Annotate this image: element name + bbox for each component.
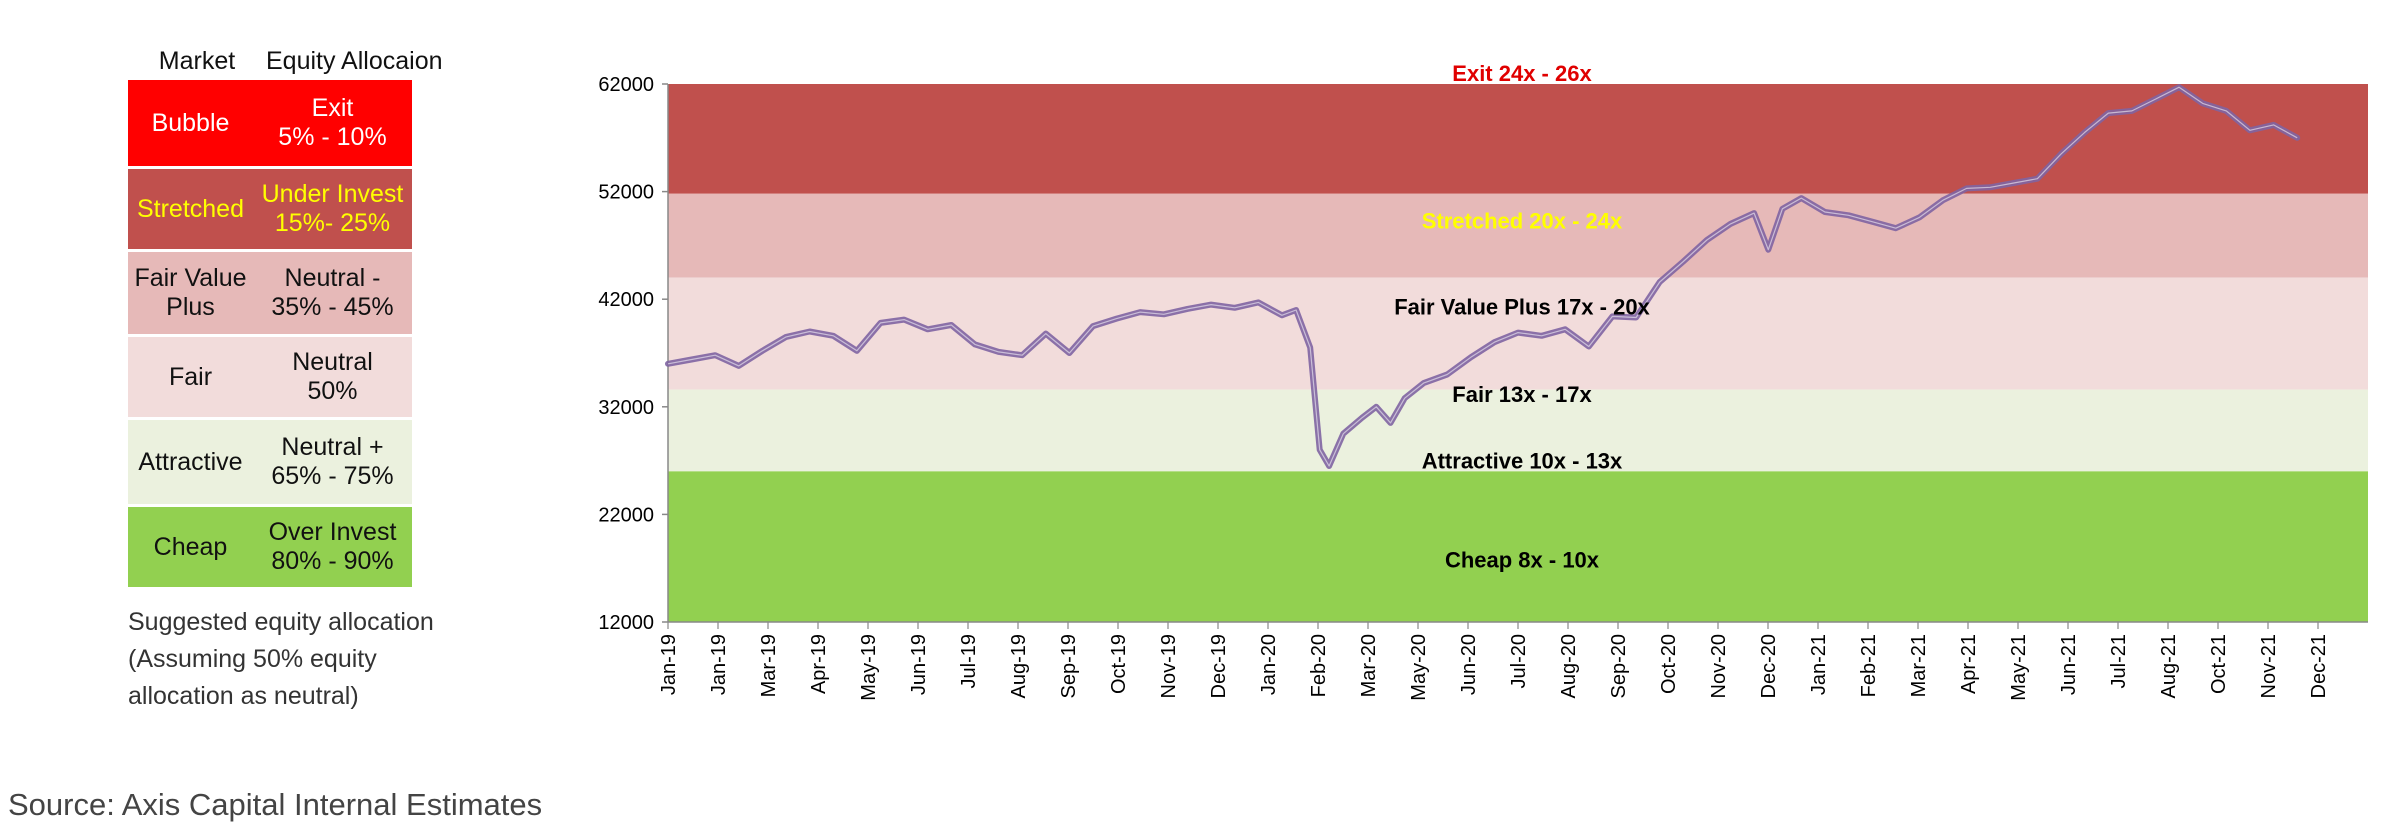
allocation-label: Neutral 50% bbox=[253, 337, 412, 417]
x-tick-label: Aug-21 bbox=[2158, 634, 2180, 699]
x-tick-label: Jan-20 bbox=[1258, 634, 1280, 695]
market-label: Attractive bbox=[128, 420, 253, 504]
note-line: (Assuming 50% equity bbox=[128, 645, 377, 673]
x-tick-label: Jul-19 bbox=[958, 634, 980, 688]
band-label: Stretched 20x - 24x bbox=[1422, 209, 1623, 234]
table-row-cheap: Cheap Over Invest 80% - 90% bbox=[128, 507, 412, 587]
x-tick-label: Sep-20 bbox=[1608, 634, 1630, 699]
x-tick-label: Apr-21 bbox=[1958, 634, 1980, 694]
x-tick-label: Aug-20 bbox=[1558, 634, 1580, 699]
x-tick-label: Jul-21 bbox=[2108, 634, 2130, 688]
note-line: Suggested equity allocation bbox=[128, 608, 434, 636]
market-label: Stretched bbox=[128, 169, 253, 249]
x-tick-label: Dec-20 bbox=[1758, 634, 1780, 698]
band-label: Attractive 10x - 13x bbox=[1422, 449, 1623, 474]
allocation-label: Neutral + 65% - 75% bbox=[253, 420, 412, 504]
x-tick-label: May-20 bbox=[1408, 634, 1430, 701]
x-tick-label: Mar-21 bbox=[1908, 634, 1930, 697]
table-row-attractive: Attractive Neutral + 65% - 75% bbox=[128, 420, 412, 504]
x-tick-label: Jun-21 bbox=[2058, 634, 2080, 695]
market-label: Cheap bbox=[128, 507, 253, 587]
x-tick-label: Mar-20 bbox=[1358, 634, 1380, 697]
source-note: Source: Axis Capital Internal Estimates bbox=[8, 787, 543, 822]
y-tick-label: 32000 bbox=[598, 397, 654, 419]
x-tick-label: May-19 bbox=[858, 634, 880, 701]
x-tick-label: Mar-19 bbox=[758, 634, 780, 697]
band-label: Cheap 8x - 10x bbox=[1445, 548, 1600, 573]
market-label: Fair Value Plus bbox=[128, 252, 253, 334]
market-label: Fair bbox=[128, 337, 253, 417]
x-tick-label: Aug-19 bbox=[1008, 634, 1030, 699]
x-tick-label: Apr-19 bbox=[808, 634, 830, 694]
band-label: Fair Value Plus 17x - 20x bbox=[1394, 295, 1650, 320]
equity-allocation-table: Market Equity Allocaion Bubble Exit 5% -… bbox=[128, 36, 443, 587]
x-tick-label: Oct-21 bbox=[2208, 634, 2230, 694]
band-rect bbox=[668, 471, 2368, 622]
x-tick-label: Jan-21 bbox=[1808, 634, 1830, 695]
y-tick-label: 62000 bbox=[598, 74, 654, 96]
x-tick-label: Nov-21 bbox=[2258, 634, 2280, 698]
x-tick-label: Oct-19 bbox=[1108, 634, 1130, 694]
table-row-fair: Fair Neutral 50% bbox=[128, 337, 412, 417]
table-row-stretched: Stretched Under Invest 15%- 25% bbox=[128, 169, 412, 249]
x-tick-label: Jun-20 bbox=[1458, 634, 1480, 695]
note-line: allocation as neutral) bbox=[128, 682, 359, 710]
x-tick-label: Dec-21 bbox=[2308, 634, 2330, 698]
allocation-label: Under Invest 15%- 25% bbox=[253, 169, 412, 249]
market-label: Bubble bbox=[128, 80, 253, 166]
x-tick-label: Oct-20 bbox=[1658, 634, 1680, 694]
band-label: Fair 13x - 17x bbox=[1452, 382, 1592, 407]
table-row-fair-value-plus: Fair Value Plus Neutral - 35% - 45% bbox=[128, 252, 412, 334]
allocation-note: Suggested equity allocation (Assuming 50… bbox=[128, 604, 458, 715]
x-tick-label: Jul-20 bbox=[1508, 634, 1530, 688]
y-tick-label: 12000 bbox=[598, 612, 654, 634]
market-header: Market bbox=[158, 47, 236, 75]
band-rect bbox=[668, 193, 2368, 278]
band-rect bbox=[668, 84, 2368, 194]
series-line-highlight bbox=[667, 86, 2298, 467]
x-tick-label: Dec-19 bbox=[1208, 634, 1230, 698]
x-tick-label: Nov-20 bbox=[1708, 634, 1730, 698]
table-row-bubble: Bubble Exit 5% - 10% bbox=[128, 80, 412, 166]
x-tick-label: Feb-20 bbox=[1308, 634, 1330, 697]
x-tick-label: Jan-19 bbox=[658, 634, 680, 695]
allocation-label: Neutral - 35% - 45% bbox=[253, 252, 412, 334]
y-tick-label: 22000 bbox=[598, 504, 654, 526]
x-tick-label: Nov-19 bbox=[1158, 634, 1180, 698]
allocation-label: Over Invest 80% - 90% bbox=[253, 507, 412, 587]
band-label: Exit 24x - 26x bbox=[1452, 61, 1592, 86]
x-tick-label: Jun-19 bbox=[908, 634, 930, 695]
band-rect bbox=[668, 389, 2368, 472]
y-tick-label: 42000 bbox=[598, 289, 654, 311]
allocation-label: Exit 5% - 10% bbox=[253, 80, 412, 166]
x-tick-label: May-21 bbox=[2008, 634, 2030, 701]
x-tick-label: Sep-19 bbox=[1058, 634, 1080, 699]
y-tick-label: 52000 bbox=[598, 182, 654, 204]
x-tick-label: Feb-21 bbox=[1858, 634, 1880, 697]
x-tick-label: Jan-19 bbox=[708, 634, 730, 695]
